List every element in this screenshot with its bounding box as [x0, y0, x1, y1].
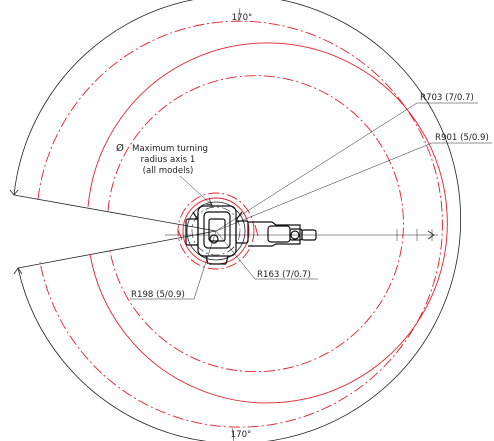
- r703-leader: [216, 103, 417, 231]
- turning-radius-symbol: Ø: [116, 142, 124, 154]
- turning-radius-line2: radius axis 1: [141, 155, 196, 165]
- top-angle-label: 170°: [232, 13, 253, 23]
- r163-label: R163 (7/0.7): [257, 270, 311, 280]
- red-mark-right: [255, 225, 258, 236]
- r198-leader: [194, 231, 216, 299]
- r198-label: R198 (5/0.9): [131, 290, 185, 300]
- reach-r703-arc: [88, 43, 447, 403]
- reach-inner-dashed-arc: [108, 76, 403, 372]
- turning-radius-line1: Maximum turning: [132, 144, 208, 154]
- r901-label: R901 (5/0.9): [435, 133, 489, 143]
- turning-radius-leader: [180, 176, 212, 205]
- r901-leader: [216, 143, 432, 231]
- reach-r901-outer-arc: [38, 21, 442, 427]
- turning-radius-line3: (all models): [143, 166, 194, 176]
- r703-label: R703 (7/0.7): [420, 93, 474, 103]
- bottom-angle-label: 170°: [231, 430, 252, 440]
